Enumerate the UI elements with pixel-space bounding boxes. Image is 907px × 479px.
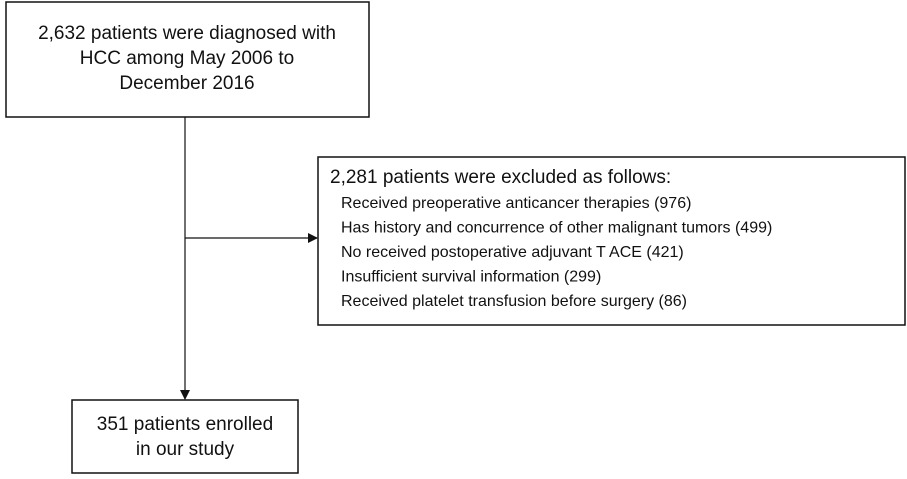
exclusion-item: No received postoperative adjuvant T ACE… [341, 244, 684, 261]
start-text: December 2016 [119, 73, 254, 94]
exclusion-item: Received platelet transfusion before sur… [341, 293, 687, 310]
start-text: 2,632 patients were diagnosed with [38, 23, 336, 44]
exclusion-item: Received preoperative anticancer therapi… [341, 195, 691, 212]
end-text: in our study [136, 439, 235, 460]
labels: 2,632 patients were diagnosed with HCC am… [38, 23, 772, 460]
end-box [71, 399, 299, 474]
start-box [5, 1, 370, 118]
end-text: 351 patients enrolled [97, 414, 273, 435]
start-text: HCC among May 2006 to [80, 48, 294, 69]
exclusion-item: Has history and concurrence of other mal… [341, 220, 772, 237]
exclusion-title: 2,281 patients were excluded as follows: [330, 167, 671, 188]
exclusion-item: Insufficient survival information (299) [341, 269, 601, 286]
exclusion-box [317, 156, 906, 326]
